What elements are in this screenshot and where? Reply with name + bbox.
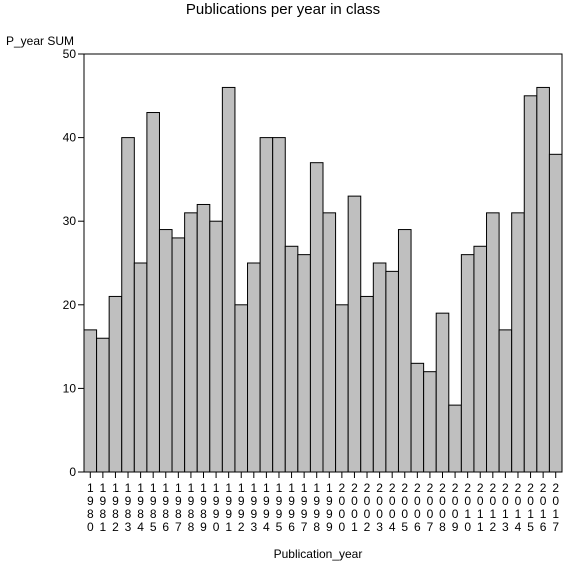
bar-2002: [360, 295, 374, 473]
bar-group: [83, 86, 563, 473]
y-tick-label: 30: [63, 214, 77, 228]
bar-2001: [347, 195, 362, 473]
bar-1987: [171, 237, 186, 473]
bar-1991: [221, 86, 236, 473]
bar-1982: [108, 295, 123, 473]
chart-title: Publications per year in class: [186, 1, 380, 18]
plot-frame: [83, 53, 563, 473]
x-axis-label: Publication_year: [274, 547, 363, 561]
bar-1988: [184, 212, 198, 473]
bar-2008: [435, 312, 450, 473]
bar-1992: [234, 304, 249, 473]
bar-1993: [247, 262, 261, 473]
bar-1998: [309, 162, 324, 473]
y-tick-label: 40: [63, 131, 77, 145]
bar-2007: [423, 371, 437, 473]
bar-2006: [410, 362, 425, 473]
bar-1983: [121, 137, 135, 473]
bar-2010: [460, 254, 475, 473]
bar-2009: [448, 404, 462, 473]
y-tick-label: 0: [69, 465, 76, 479]
bar-1989: [196, 203, 211, 473]
bar-2011: [473, 245, 488, 473]
bar-1997: [297, 254, 311, 473]
y-axis-ticks: 0 10 20 30 40 50: [63, 47, 84, 479]
bar-2005: [397, 229, 412, 473]
bar-2017: [548, 153, 563, 473]
bar-2016: [536, 86, 550, 473]
x-axis-tick-labels: 1 9 8 0 1 9 8 1 1 9 8 2 1 9 8 3 1 9 8 4 1 9 8 5 1 9 8 6 1 9 8 7 1 9 8 8 1 9 8 9…: [87, 472, 559, 534]
bar-2012: [486, 212, 500, 473]
y-tick-label: 50: [63, 47, 77, 61]
bar-1980: [83, 329, 98, 473]
bar-1999: [322, 212, 337, 473]
bar-2004: [385, 270, 399, 473]
bar-2015: [523, 95, 538, 473]
bar-1985: [146, 112, 160, 473]
bar-1995: [272, 137, 286, 473]
y-tick-label: 20: [63, 298, 77, 312]
bar-1981: [96, 337, 110, 473]
bar-1984: [133, 262, 148, 473]
bar-2013: [498, 329, 513, 473]
bar-2003: [372, 262, 387, 473]
y-tick-label: 10: [63, 381, 77, 395]
y-axis-label: P_year SUM: [6, 34, 74, 48]
bar-2000: [335, 304, 349, 473]
bar-1996: [284, 245, 299, 473]
bar-1990: [209, 220, 223, 473]
bar-1994: [259, 137, 274, 473]
bar-1986: [158, 229, 173, 473]
bar-2014: [511, 212, 525, 473]
